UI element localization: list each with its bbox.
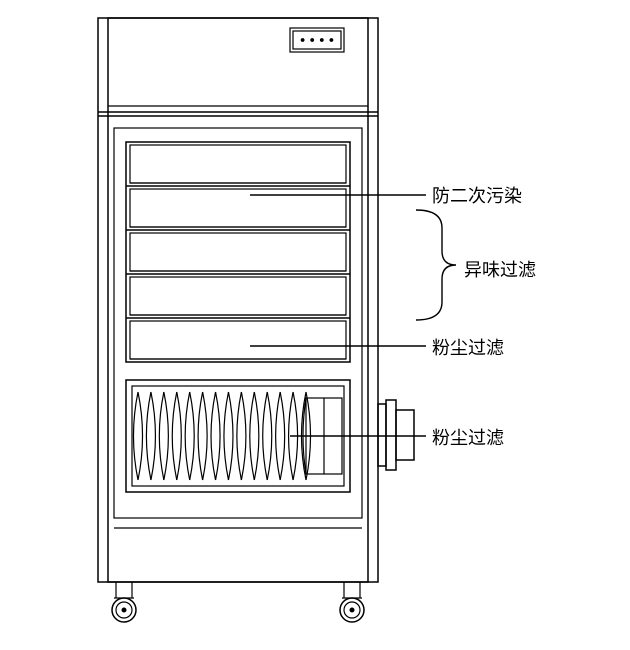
label-1: 防二次污染 [432,182,522,208]
label-3: 粉尘过滤 [432,334,504,360]
label-4: 粉尘过滤 [432,424,504,450]
diagram-svg [0,0,630,650]
label-2: 异味过滤 [464,256,536,282]
